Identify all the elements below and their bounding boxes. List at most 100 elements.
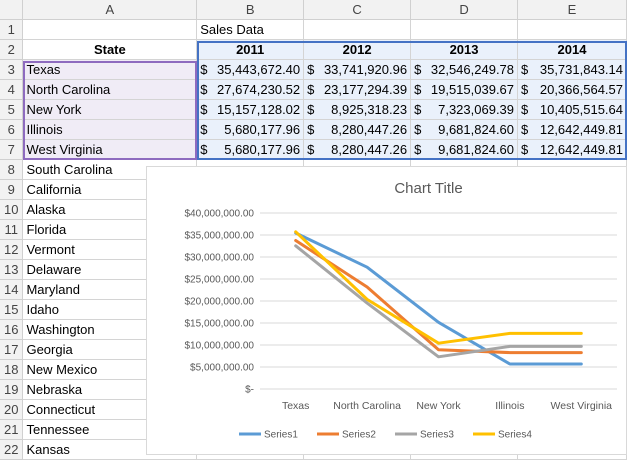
sheet-row: 5 New York $15,157,128.02 $8,925,318.23 $7,3…: [0, 99, 627, 120]
sales-value-cell[interactable]: $5,680,177.96: [196, 139, 305, 160]
y-tick-label: $40,000,000.00: [184, 209, 254, 220]
y-tick-label: $15,000,000.00: [184, 319, 254, 330]
sales-value-cell[interactable]: $19,515,039.67: [410, 79, 519, 100]
row-header-19[interactable]: 19: [0, 379, 24, 400]
row-header-14[interactable]: 14: [0, 279, 24, 300]
sales-value-cell[interactable]: $33,741,920.96: [303, 59, 412, 80]
row-header-1[interactable]: 1: [0, 19, 24, 40]
year-header-2013[interactable]: 2013: [410, 39, 519, 60]
x-tick-label: Illinois: [495, 400, 524, 412]
row-header-18[interactable]: 18: [0, 359, 24, 380]
select-all-corner[interactable]: [0, 0, 24, 20]
amount: 23,177,294.39: [323, 82, 408, 97]
row-header-12[interactable]: 12: [0, 239, 24, 260]
row-header-16[interactable]: 16: [0, 319, 24, 340]
line-chart[interactable]: Chart Title $- $5,000,000.00 $10,000,000.00…: [146, 166, 627, 455]
sales-value-cell[interactable]: $9,681,824.60: [410, 139, 519, 160]
row-header-21[interactable]: 21: [0, 419, 24, 440]
row-header-17[interactable]: 17: [0, 339, 24, 360]
currency-symbol: $: [414, 142, 422, 157]
currency-symbol: $: [200, 82, 208, 97]
sheet-title-cell[interactable]: Sales Data: [196, 19, 305, 40]
row-header-3[interactable]: 3: [0, 59, 24, 80]
currency-symbol: $: [307, 122, 315, 137]
row-header-2[interactable]: 2: [0, 39, 24, 60]
sales-value-cell[interactable]: $12,642,449.81: [517, 119, 627, 140]
year-header-2014[interactable]: 2014: [517, 39, 627, 60]
sales-value-cell[interactable]: $15,157,128.02: [196, 99, 305, 120]
column-header-b[interactable]: B: [196, 0, 305, 20]
sales-value-cell[interactable]: $7,323,069.39: [410, 99, 519, 120]
row-header-4[interactable]: 4: [0, 79, 24, 100]
column-header-e[interactable]: E: [517, 0, 627, 20]
row-header-8[interactable]: 8: [0, 159, 24, 180]
legend-label: Series1: [264, 430, 298, 441]
empty-cell[interactable]: [303, 19, 412, 40]
sales-value-cell[interactable]: $8,280,447.26: [303, 139, 412, 160]
sales-value-cell[interactable]: $5,680,177.96: [196, 119, 305, 140]
column-header-c[interactable]: C: [303, 0, 412, 20]
row-header-6[interactable]: 6: [0, 119, 24, 140]
state-cell[interactable]: West Virginia: [22, 139, 198, 160]
cell-a1[interactable]: [22, 19, 198, 40]
year-header-2011[interactable]: 2011: [196, 39, 305, 60]
row-header-7[interactable]: 7: [0, 139, 24, 160]
empty-cell[interactable]: [517, 19, 627, 40]
currency-symbol: $: [521, 102, 529, 117]
y-tick-label: $5,000,000.00: [190, 363, 254, 374]
amount: 8,280,447.26: [331, 122, 408, 137]
sales-value-cell[interactable]: $27,674,230.52: [196, 79, 305, 100]
sales-value-cell[interactable]: $12,642,449.81: [517, 139, 627, 160]
row-header-10[interactable]: 10: [0, 199, 24, 220]
row-header-11[interactable]: 11: [0, 219, 24, 240]
legend-label: Series2: [342, 430, 376, 441]
y-tick-label: $10,000,000.00: [184, 341, 254, 352]
sales-value-cell[interactable]: $23,177,294.39: [303, 79, 412, 100]
amount: 10,405,515.64: [539, 102, 623, 117]
sheet-row: 4 North Carolina $27,674,230.52 $23,177,294…: [0, 79, 627, 100]
row-header-5[interactable]: 5: [0, 99, 24, 120]
series-line-series3: [294, 244, 583, 359]
amount: 9,681,824.60: [438, 122, 515, 137]
currency-symbol: $: [307, 82, 315, 97]
y-tick-label: $30,000,000.00: [184, 253, 254, 264]
row-header-13[interactable]: 13: [0, 259, 24, 280]
amount: 15,157,128.02: [217, 102, 301, 117]
amount: 27,674,230.52: [217, 82, 301, 97]
row-header-22[interactable]: 22: [0, 439, 24, 460]
amount: 20,366,564.57: [539, 82, 623, 97]
sales-value-cell[interactable]: $8,925,318.23: [303, 99, 412, 120]
amount: 32,546,249.78: [430, 62, 515, 77]
column-header-a[interactable]: A: [22, 0, 198, 20]
sales-value-cell[interactable]: $32,546,249.78: [410, 59, 519, 80]
sales-value-cell[interactable]: $20,366,564.57: [517, 79, 627, 100]
row-header-9[interactable]: 9: [0, 179, 24, 200]
empty-cell[interactable]: [410, 19, 519, 40]
y-tick-label: $20,000,000.00: [184, 297, 254, 308]
sheet-row: 3 Texas $35,443,672.40 $33,741,920.96 $32,54…: [0, 59, 627, 80]
state-cell[interactable]: Illinois: [22, 119, 198, 140]
sales-value-cell[interactable]: $8,280,447.26: [303, 119, 412, 140]
chart-title: Chart Title: [394, 180, 462, 197]
column-header-d[interactable]: D: [410, 0, 519, 20]
amount: 8,925,318.23: [331, 102, 408, 117]
state-cell[interactable]: Texas: [22, 59, 198, 80]
row-header-15[interactable]: 15: [0, 299, 24, 320]
sales-value-cell[interactable]: $10,405,515.64: [517, 99, 627, 120]
row-header-20[interactable]: 20: [0, 399, 24, 420]
currency-symbol: $: [200, 122, 208, 137]
currency-symbol: $: [521, 142, 529, 157]
sheet-row: 1 Sales Data: [0, 19, 627, 40]
currency-symbol: $: [200, 102, 208, 117]
state-header-cell[interactable]: State: [22, 39, 198, 60]
sales-value-cell[interactable]: $35,731,843.14: [517, 59, 627, 80]
year-header-2012[interactable]: 2012: [303, 39, 412, 60]
chart-plot: Chart Title $- $5,000,000.00 $10,000,000.00…: [184, 180, 617, 441]
sheet-row: 2 State 2011 2012 2013 2014: [0, 39, 627, 60]
amount: 9,681,824.60: [438, 142, 515, 157]
sales-value-cell[interactable]: $9,681,824.60: [410, 119, 519, 140]
state-cell[interactable]: New York: [22, 99, 198, 120]
state-cell[interactable]: North Carolina: [22, 79, 198, 100]
amount: 5,680,177.96: [224, 122, 301, 137]
sales-value-cell[interactable]: $35,443,672.40: [196, 59, 305, 80]
